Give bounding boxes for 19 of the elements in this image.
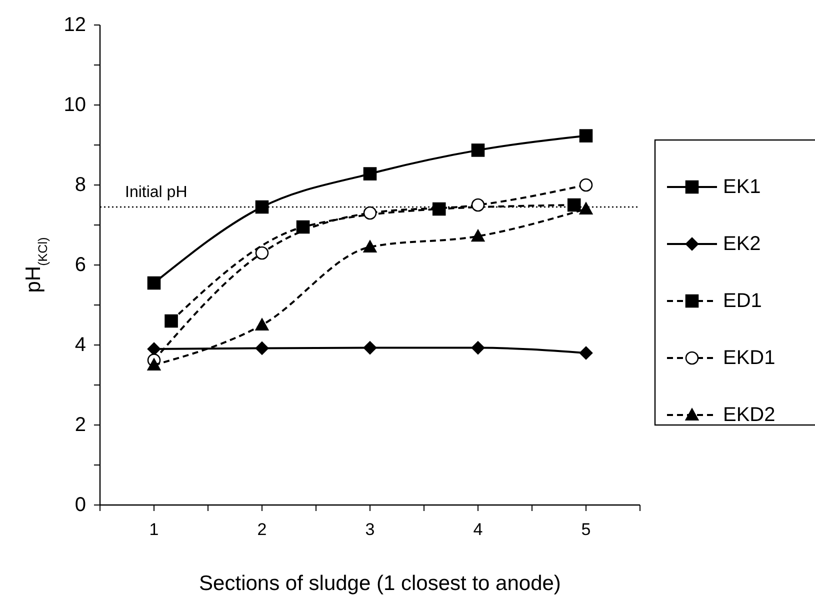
legend-label: EKD1 xyxy=(723,347,776,369)
x-tick-label: 2 xyxy=(257,520,267,539)
legend-label: EKD2 xyxy=(723,404,776,426)
x-tick-label: 5 xyxy=(581,520,591,539)
y-tick-label: 0 xyxy=(74,494,86,516)
ref-line-label: Initial pH xyxy=(125,184,188,201)
legend-label: EK1 xyxy=(723,176,761,198)
y-tick-label: 8 xyxy=(74,174,86,196)
x-tick-label: 4 xyxy=(473,520,483,539)
x-axis-title: Sections of sludge (1 closest to anode) xyxy=(199,572,561,595)
y-tick-label: 4 xyxy=(74,334,86,356)
y-tick-label: 2 xyxy=(74,414,86,436)
y-tick-label: 6 xyxy=(74,254,86,276)
x-tick-label: 3 xyxy=(365,520,375,539)
legend-label: EK2 xyxy=(723,233,761,255)
x-tick-label: 1 xyxy=(149,520,159,539)
y-tick-label: 10 xyxy=(64,94,86,116)
y-tick-label: 12 xyxy=(64,14,86,36)
legend-label: ED1 xyxy=(723,290,762,312)
